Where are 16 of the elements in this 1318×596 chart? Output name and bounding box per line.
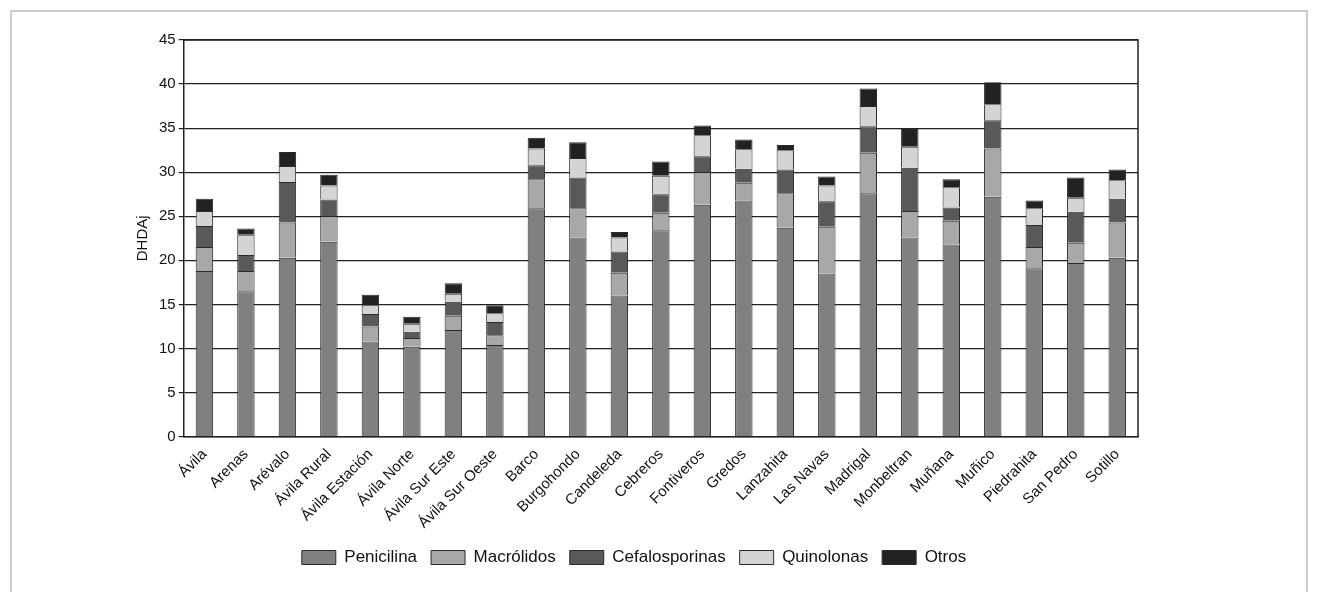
y-tick-label: 35: [159, 118, 176, 136]
y-tick-label: 20: [159, 250, 176, 268]
y-tick-label: 15: [159, 294, 176, 312]
legend-label: Cefalosporinas: [612, 547, 726, 567]
y-tick-label: 10: [159, 338, 176, 356]
y-tick-label: 30: [159, 162, 176, 180]
y-axis-title: DHDAj: [133, 215, 151, 262]
legend-label: Penicilina: [344, 547, 418, 567]
legend-label: Quinolonas: [782, 547, 869, 567]
legend-label: Otros: [924, 547, 967, 567]
y-tick-label: 40: [159, 74, 176, 92]
y-tick-label: 45: [159, 30, 176, 48]
y-tick-label: 25: [159, 206, 176, 224]
y-tick-label: 5: [167, 382, 176, 400]
y-tick-label: 0: [167, 426, 176, 444]
legend-label: Macrólidos: [473, 547, 556, 567]
